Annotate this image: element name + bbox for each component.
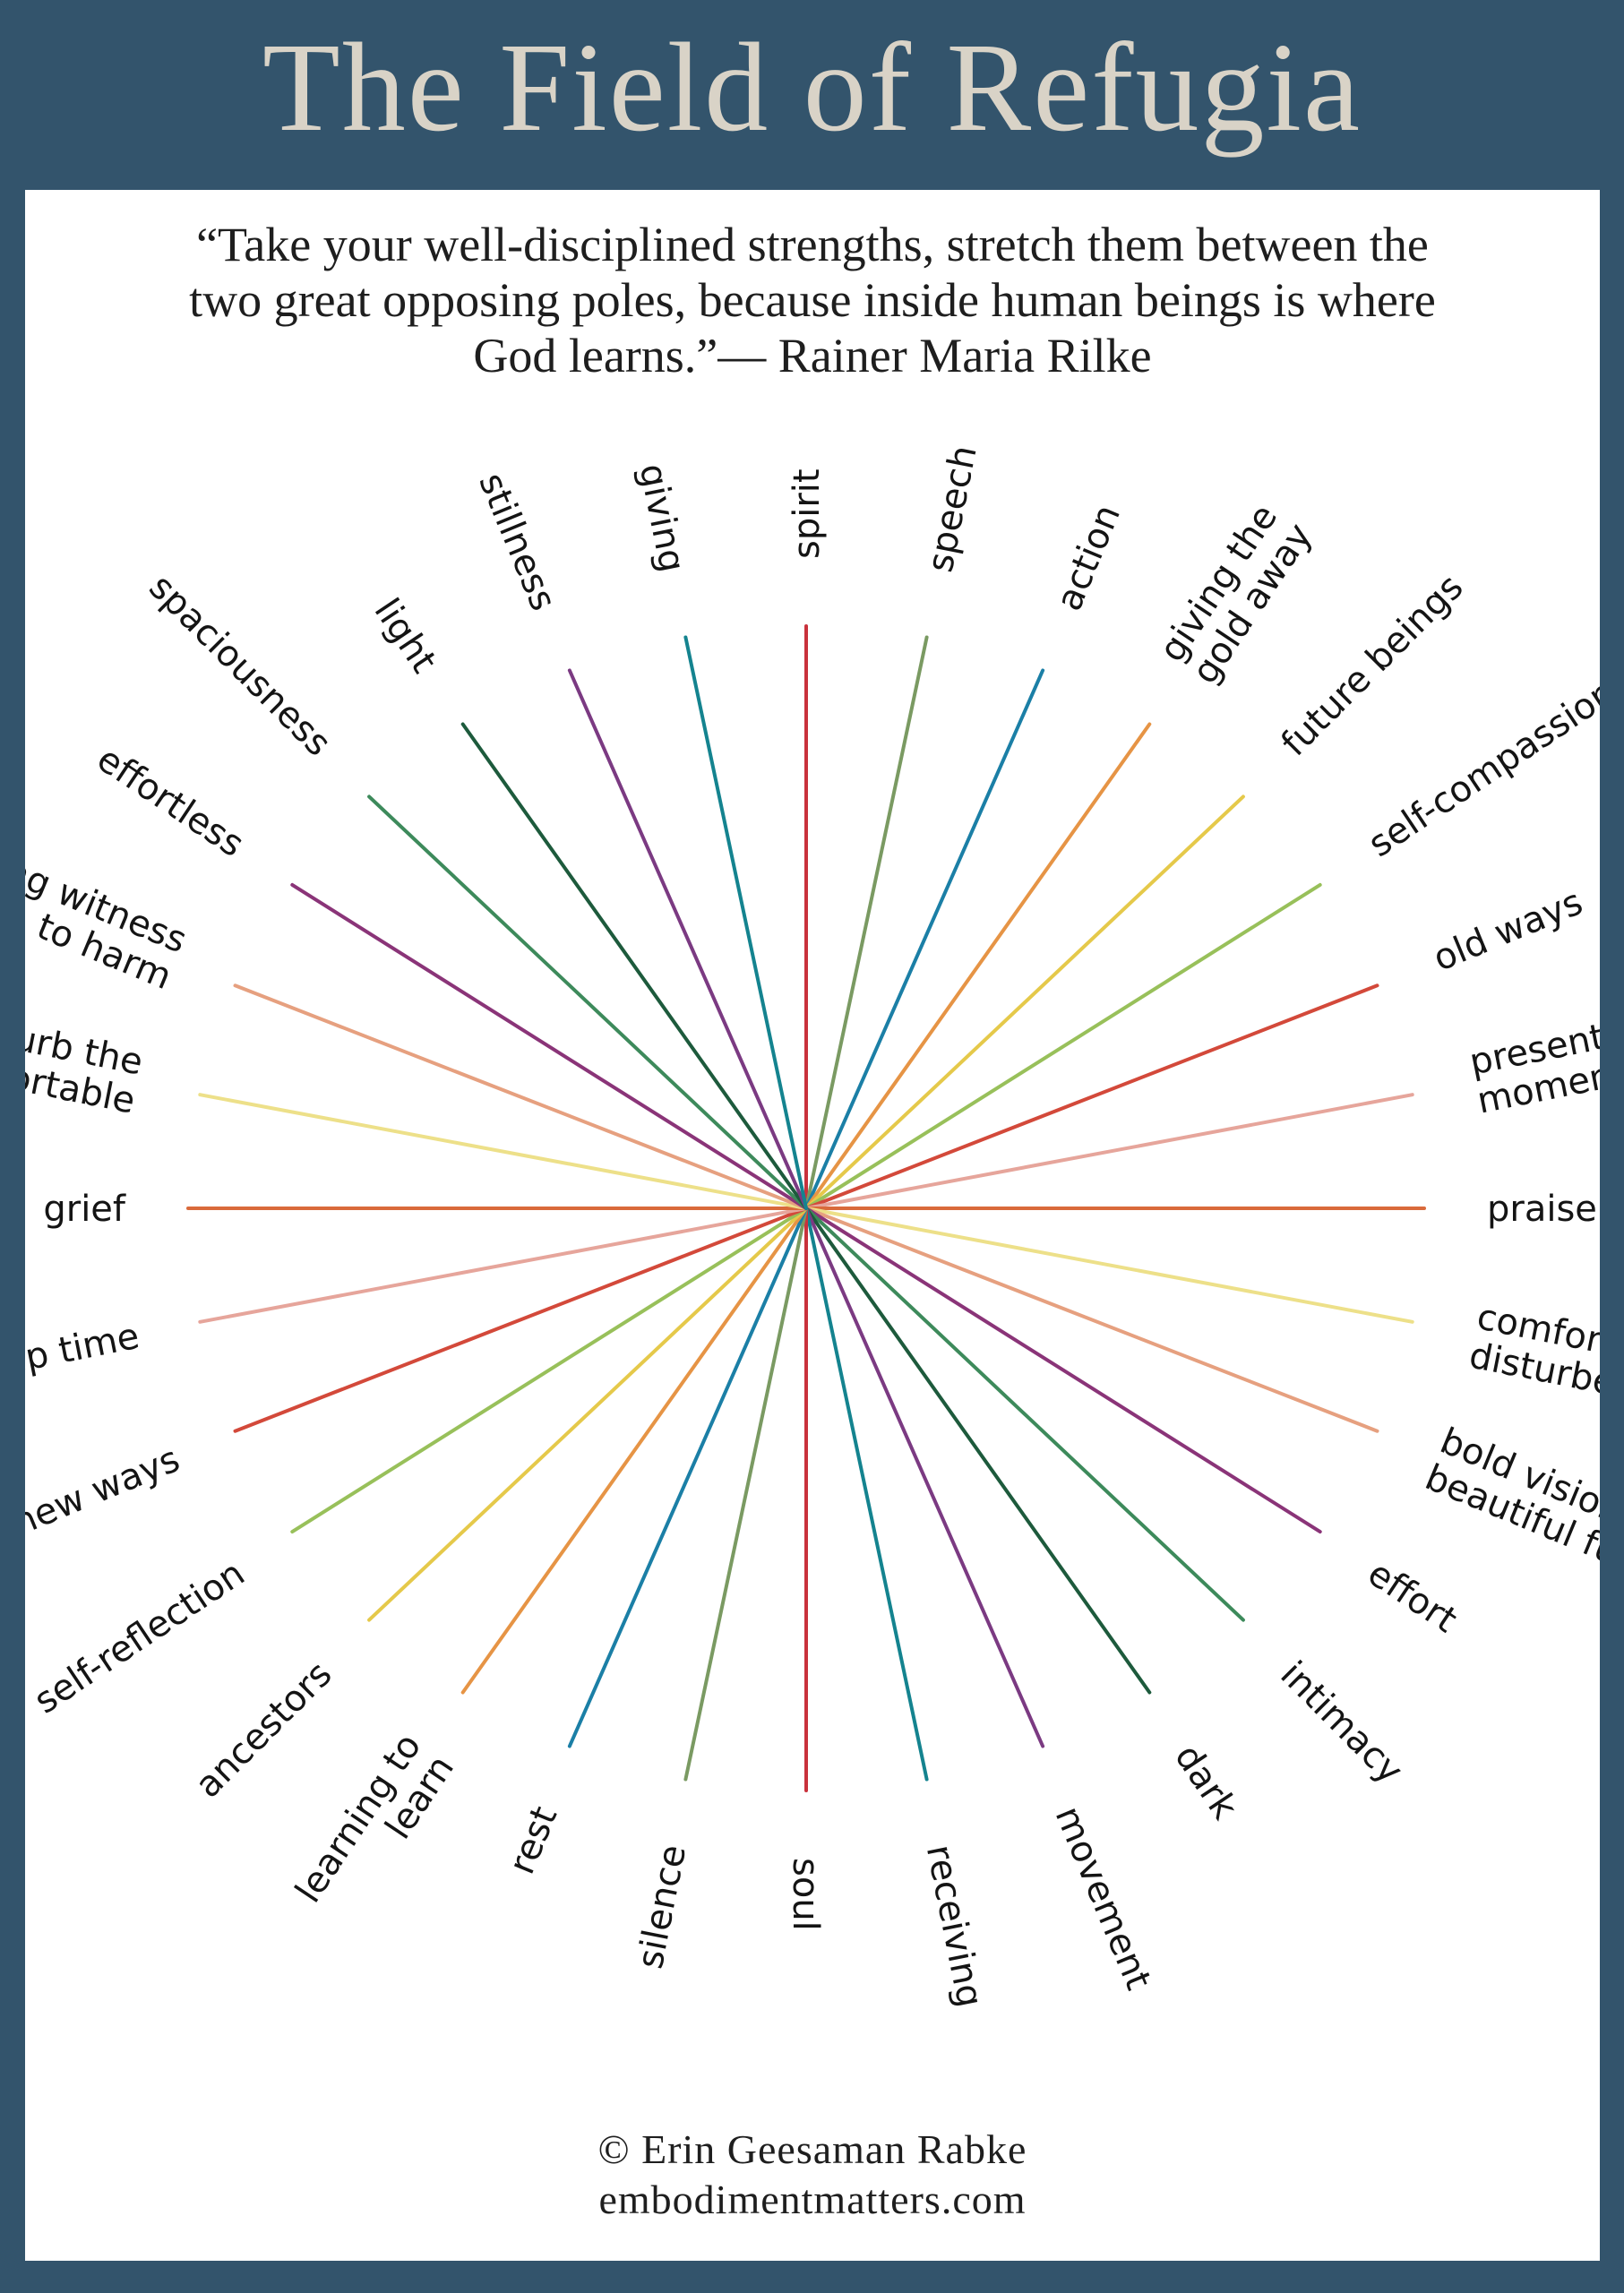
ray-line	[233, 1207, 808, 1433]
ray-label: presentmoment	[1466, 1014, 1600, 1122]
ray-line	[198, 1207, 808, 1324]
ray-label: action	[1048, 499, 1129, 616]
ray-label-line: effort	[1361, 1553, 1465, 1642]
ray-label: disturb thecomfortable	[25, 1001, 146, 1121]
ray-label-line: receiving	[918, 1842, 991, 2011]
ray-label-line: rest	[502, 1800, 566, 1879]
ray-label: comfort thedisturbed	[1465, 1296, 1600, 1416]
ray-label: speech	[920, 442, 985, 576]
ray-label-line: old ways	[1428, 881, 1589, 980]
quote: “Take your well-disciplined strengths, s…	[25, 217, 1600, 383]
ray-label-line: effortless	[90, 738, 251, 865]
ray-label: deep time	[25, 1316, 142, 1392]
ray-line	[804, 1207, 1379, 1433]
ray-label-line: speech	[920, 442, 985, 576]
ray-label: ancestors	[187, 1653, 339, 1806]
ray-label: movement	[1047, 1800, 1159, 1995]
ray-label-line: future beings	[1274, 567, 1472, 765]
ray-line	[460, 1207, 808, 1695]
ray-line	[804, 1207, 1245, 1622]
ray-line	[804, 1207, 1045, 1748]
ray-label: stillness	[470, 468, 563, 617]
ray-label-line: dark	[1166, 1738, 1245, 1828]
ray-label-line: self-compassion	[1362, 672, 1600, 865]
ray-line	[804, 1207, 929, 1782]
ray-line	[683, 635, 808, 1210]
ray-line	[290, 882, 808, 1210]
page-title: The Field of Refugia	[262, 16, 1362, 158]
ray-label: receiving	[918, 1842, 991, 2011]
ray-line	[804, 1207, 1414, 1324]
quote-line-2: two great opposing poles, because inside…	[189, 273, 1436, 327]
ray-label: rest	[502, 1800, 566, 1879]
ray-label: soul	[785, 1858, 826, 1931]
ray-line	[804, 1207, 1152, 1695]
ray-line	[804, 1207, 1322, 1534]
content-panel: “Take your well-disciplined strengths, s…	[25, 190, 1600, 2261]
ray-label-line: praise	[1487, 1189, 1597, 1230]
ray-label-line: intimacy	[1272, 1653, 1410, 1791]
ray-line	[804, 722, 1152, 1210]
ray-line	[804, 635, 929, 1210]
ray-line	[804, 1093, 1414, 1210]
ray-line	[804, 882, 1322, 1210]
ray-line	[804, 668, 1045, 1210]
ray-label-line: self-reflection	[27, 1553, 252, 1722]
ray-label: spaciousness	[141, 567, 339, 765]
ray-line	[804, 794, 1245, 1210]
ray-line	[367, 794, 808, 1210]
copyright-text: © Erin Geesaman Rabke	[597, 2126, 1027, 2172]
ray-label-line: spirit	[786, 468, 828, 559]
quote-line-3: God learns.”— Rainer Maria Rilke	[473, 329, 1152, 382]
ray-label: spirit	[786, 468, 828, 559]
ray-label-line: spaciousness	[141, 567, 339, 765]
ray-label-line: light	[366, 591, 445, 680]
ray-label-line: soul	[785, 1858, 826, 1931]
ray-label: self-compassion	[1362, 672, 1600, 865]
ray-line	[290, 1207, 808, 1534]
ray-label-line: stillness	[470, 468, 563, 617]
ray-label-line: deep time	[25, 1316, 142, 1392]
ray-label-line: silence	[630, 1842, 694, 1972]
ray-label-line: action	[1048, 499, 1129, 616]
ray-label: learning tolearn	[288, 1726, 462, 1932]
ray-label: grief	[43, 1189, 126, 1230]
footer: © Erin Geesaman Rabke embodimentmatters.…	[25, 2125, 1600, 2225]
website-link[interactable]: embodimentmatters.com	[598, 2177, 1027, 2222]
ray-line	[683, 1207, 808, 1782]
ray-label: intimacy	[1272, 1653, 1410, 1791]
ray-label-line: ancestors	[187, 1653, 339, 1806]
ray-label-line: giving	[631, 460, 692, 576]
ray-label-line: new ways	[25, 1438, 185, 1544]
ray-line	[460, 722, 808, 1210]
ray-label: giving	[631, 460, 692, 576]
ray-label: future beings	[1274, 567, 1472, 765]
ray-line	[367, 1207, 808, 1622]
ray-label: silence	[630, 1842, 694, 1972]
quote-line-1: “Take your well-disciplined strengths, s…	[196, 218, 1429, 271]
refugia-radial-diagram: spirit speech action giving thegold awayfut…	[25, 442, 1600, 2011]
ray-label: giving thegold away	[1152, 494, 1320, 691]
ray-label: light	[366, 591, 445, 680]
ray-line	[804, 983, 1379, 1210]
ray-line	[198, 1093, 808, 1210]
ray-label: bearing witnessto harm	[25, 815, 193, 998]
ray-label: dark	[1166, 1738, 1245, 1828]
ray-label-line: movement	[1047, 1800, 1159, 1995]
ray-label: effortless	[90, 738, 251, 865]
ray-label: bold visions for abeautiful future	[1419, 1421, 1600, 1612]
ray-line	[567, 1207, 808, 1748]
ray-label: praise	[1487, 1189, 1597, 1230]
ray-label: self-reflection	[27, 1553, 252, 1722]
ray-label: effort	[1361, 1553, 1465, 1642]
ray-line	[233, 983, 808, 1210]
ray-label: old ways	[1428, 881, 1589, 980]
ray-line	[567, 668, 808, 1210]
ray-label-line: grief	[43, 1189, 126, 1230]
ray-label: new ways	[25, 1438, 185, 1544]
